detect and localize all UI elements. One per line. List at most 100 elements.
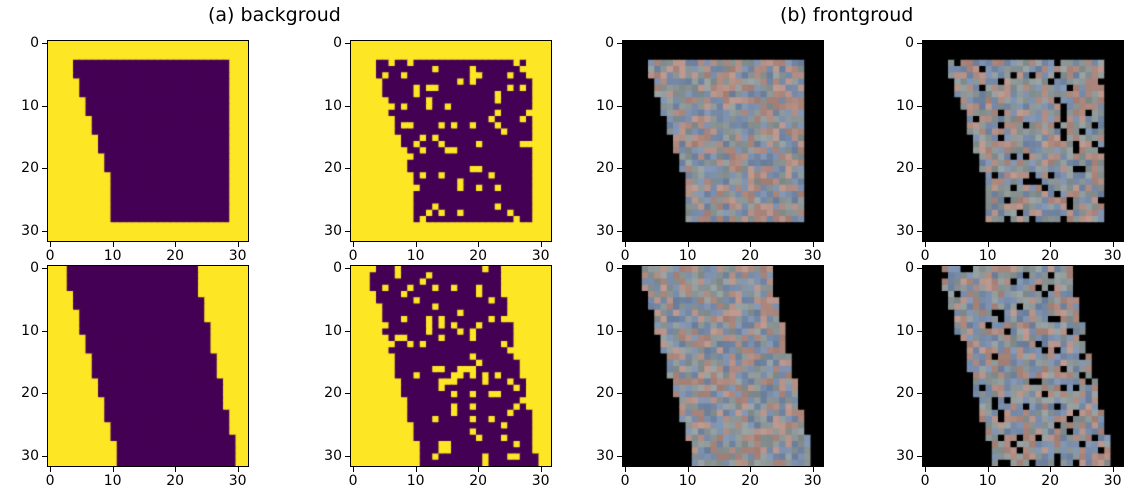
fg-image-top-left-ytick-label: 10 bbox=[596, 97, 614, 114]
bg-mask-top-right-ytick bbox=[345, 230, 350, 232]
fg-image-bottom-right-xtick-label: 20 bbox=[1041, 473, 1060, 489]
bg-mask-top-left-xtick-label: 10 bbox=[103, 248, 122, 264]
bg-mask-bottom-right-xtick-label: 30 bbox=[531, 473, 550, 489]
bg-mask-top-right-xtick bbox=[540, 242, 542, 247]
fg-image-bottom-right-ytick-label: 0 bbox=[905, 260, 914, 277]
bg-mask-bottom-right bbox=[350, 265, 552, 467]
fg-image-top-right-xtick bbox=[925, 242, 927, 247]
fg-image-top-right-ytick bbox=[917, 230, 922, 232]
bg-mask-bottom-left-xtick-label: 30 bbox=[228, 473, 247, 489]
bg-mask-bottom-left-ytick bbox=[42, 393, 47, 395]
fg-image-bottom-right-ytick bbox=[917, 393, 922, 395]
bg-mask-top-right-ytick-label: 20 bbox=[324, 160, 342, 177]
bg-mask-bottom-right-ytick bbox=[345, 455, 350, 457]
bg-mask-top-right-ytick-label: 0 bbox=[333, 35, 342, 52]
fg-image-bottom-right bbox=[922, 265, 1124, 467]
fg-image-top-left-ytick bbox=[617, 168, 622, 170]
bg-mask-bottom-right-xtick bbox=[478, 467, 480, 472]
bg-mask-top-left-ytick-label: 10 bbox=[21, 97, 39, 114]
fg-image-top-right-pixels bbox=[923, 41, 1123, 241]
fg-image-bottom-left-xtick bbox=[687, 467, 689, 472]
bg-mask-bottom-left-xtick bbox=[112, 467, 114, 472]
fg-image-bottom-right-ytick-label: 10 bbox=[896, 322, 914, 339]
fg-image-top-left-ytick-label: 20 bbox=[596, 160, 614, 177]
fg-image-top-right-xtick-label: 20 bbox=[1041, 248, 1060, 264]
fg-image-bottom-right-xtick bbox=[1050, 467, 1052, 472]
bg-mask-bottom-left-xtick-label: 0 bbox=[45, 473, 55, 489]
bg-mask-bottom-right-xtick-label: 0 bbox=[348, 473, 358, 489]
fg-image-top-right-ytick bbox=[917, 105, 922, 107]
fg-image-bottom-right-xtick-label: 30 bbox=[1103, 473, 1122, 489]
bg-mask-bottom-right-xtick bbox=[415, 467, 417, 472]
fg-image-top-left-xtick-label: 20 bbox=[741, 248, 760, 264]
bg-mask-top-right-ytick bbox=[345, 168, 350, 170]
fg-image-top-left-xtick-label: 30 bbox=[803, 248, 822, 264]
fg-image-bottom-left-xtick-label: 0 bbox=[620, 473, 630, 489]
bg-mask-bottom-right-ytick-label: 20 bbox=[324, 385, 342, 402]
bg-mask-bottom-right-xtick-label: 20 bbox=[469, 473, 488, 489]
bg-mask-bottom-right-ytick bbox=[345, 393, 350, 395]
fg-image-bottom-left-xtick bbox=[812, 467, 814, 472]
fg-image-top-right-ytick-label: 0 bbox=[905, 35, 914, 52]
bg-mask-top-left-xtick-label: 30 bbox=[228, 248, 247, 264]
fg-image-top-left-xtick bbox=[812, 242, 814, 247]
fg-image-top-right-ytick-label: 30 bbox=[896, 222, 914, 239]
fg-image-top-left-ytick-label: 0 bbox=[605, 35, 614, 52]
bg-mask-bottom-left-xtick-label: 20 bbox=[166, 473, 185, 489]
fg-image-top-left-xtick-label: 0 bbox=[620, 248, 630, 264]
bg-mask-top-right-xtick-label: 10 bbox=[406, 248, 425, 264]
fg-image-bottom-right-xtick bbox=[987, 467, 989, 472]
bg-mask-bottom-right-xtick bbox=[353, 467, 355, 472]
bg-mask-top-right-xtick bbox=[353, 242, 355, 247]
bg-mask-top-right-xtick-label: 0 bbox=[348, 248, 358, 264]
fg-image-top-right-xtick-label: 10 bbox=[978, 248, 997, 264]
fg-image-bottom-right-xtick-label: 0 bbox=[920, 473, 930, 489]
bg-mask-bottom-right-ytick-label: 30 bbox=[324, 447, 342, 464]
fg-image-top-left-ytick bbox=[617, 105, 622, 107]
fg-image-top-right-xtick-label: 30 bbox=[1103, 248, 1122, 264]
bg-mask-top-left-xtick bbox=[112, 242, 114, 247]
bg-mask-bottom-left-xtick bbox=[175, 467, 177, 472]
fg-image-top-right-ytick bbox=[917, 168, 922, 170]
bg-mask-top-left-xtick bbox=[50, 242, 52, 247]
fg-image-top-left-ytick-label: 30 bbox=[596, 222, 614, 239]
bg-mask-top-left-xtick-label: 0 bbox=[45, 248, 55, 264]
fg-image-top-right-xtick bbox=[1112, 242, 1114, 247]
fg-image-top-right-ytick bbox=[917, 43, 922, 45]
bg-mask-bottom-left-ytick bbox=[42, 268, 47, 270]
fg-image-bottom-left-ytick bbox=[617, 268, 622, 270]
bg-mask-bottom-right-ytick bbox=[345, 268, 350, 270]
fg-image-bottom-left-ytick-label: 0 bbox=[605, 260, 614, 277]
bg-mask-bottom-right-ytick-label: 10 bbox=[324, 322, 342, 339]
fg-image-top-left-ytick bbox=[617, 230, 622, 232]
bg-mask-top-left-xtick bbox=[175, 242, 177, 247]
bg-mask-bottom-right-pixels bbox=[351, 266, 551, 466]
bg-mask-top-right bbox=[350, 40, 552, 242]
bg-mask-top-left-xtick-label: 20 bbox=[166, 248, 185, 264]
fg-image-bottom-right-xtick-label: 10 bbox=[978, 473, 997, 489]
fg-image-bottom-right-xtick bbox=[925, 467, 927, 472]
bg-mask-top-left-ytick bbox=[42, 105, 47, 107]
bg-mask-top-right-ytick-label: 30 bbox=[324, 222, 342, 239]
bg-mask-bottom-left-xtick bbox=[237, 467, 239, 472]
fg-image-bottom-left-ytick bbox=[617, 393, 622, 395]
bg-mask-top-left-ytick bbox=[42, 43, 47, 45]
bg-mask-top-left-ytick bbox=[42, 168, 47, 170]
fg-image-top-left-ytick bbox=[617, 43, 622, 45]
bg-mask-bottom-left-ytick-label: 30 bbox=[21, 447, 39, 464]
fg-image-bottom-right-ytick bbox=[917, 455, 922, 457]
bg-mask-top-left-ytick-label: 0 bbox=[30, 35, 39, 52]
bg-mask-top-right-xtick bbox=[478, 242, 480, 247]
bg-mask-top-right-xtick bbox=[415, 242, 417, 247]
bg-mask-bottom-right-xtick bbox=[540, 467, 542, 472]
bg-mask-top-left-pixels bbox=[48, 41, 248, 241]
bg-mask-top-right-ytick-label: 10 bbox=[324, 97, 342, 114]
fg-image-top-left bbox=[622, 40, 824, 242]
fg-image-bottom-left-ytick-label: 20 bbox=[596, 385, 614, 402]
bg-mask-bottom-left-ytick-label: 10 bbox=[21, 322, 39, 339]
bg-mask-top-left-ytick-label: 30 bbox=[21, 222, 39, 239]
bg-mask-top-right-xtick-label: 30 bbox=[531, 248, 550, 264]
bg-mask-top-right-ytick bbox=[345, 105, 350, 107]
bg-mask-top-right-ytick bbox=[345, 43, 350, 45]
bg-mask-bottom-left-pixels bbox=[48, 266, 248, 466]
